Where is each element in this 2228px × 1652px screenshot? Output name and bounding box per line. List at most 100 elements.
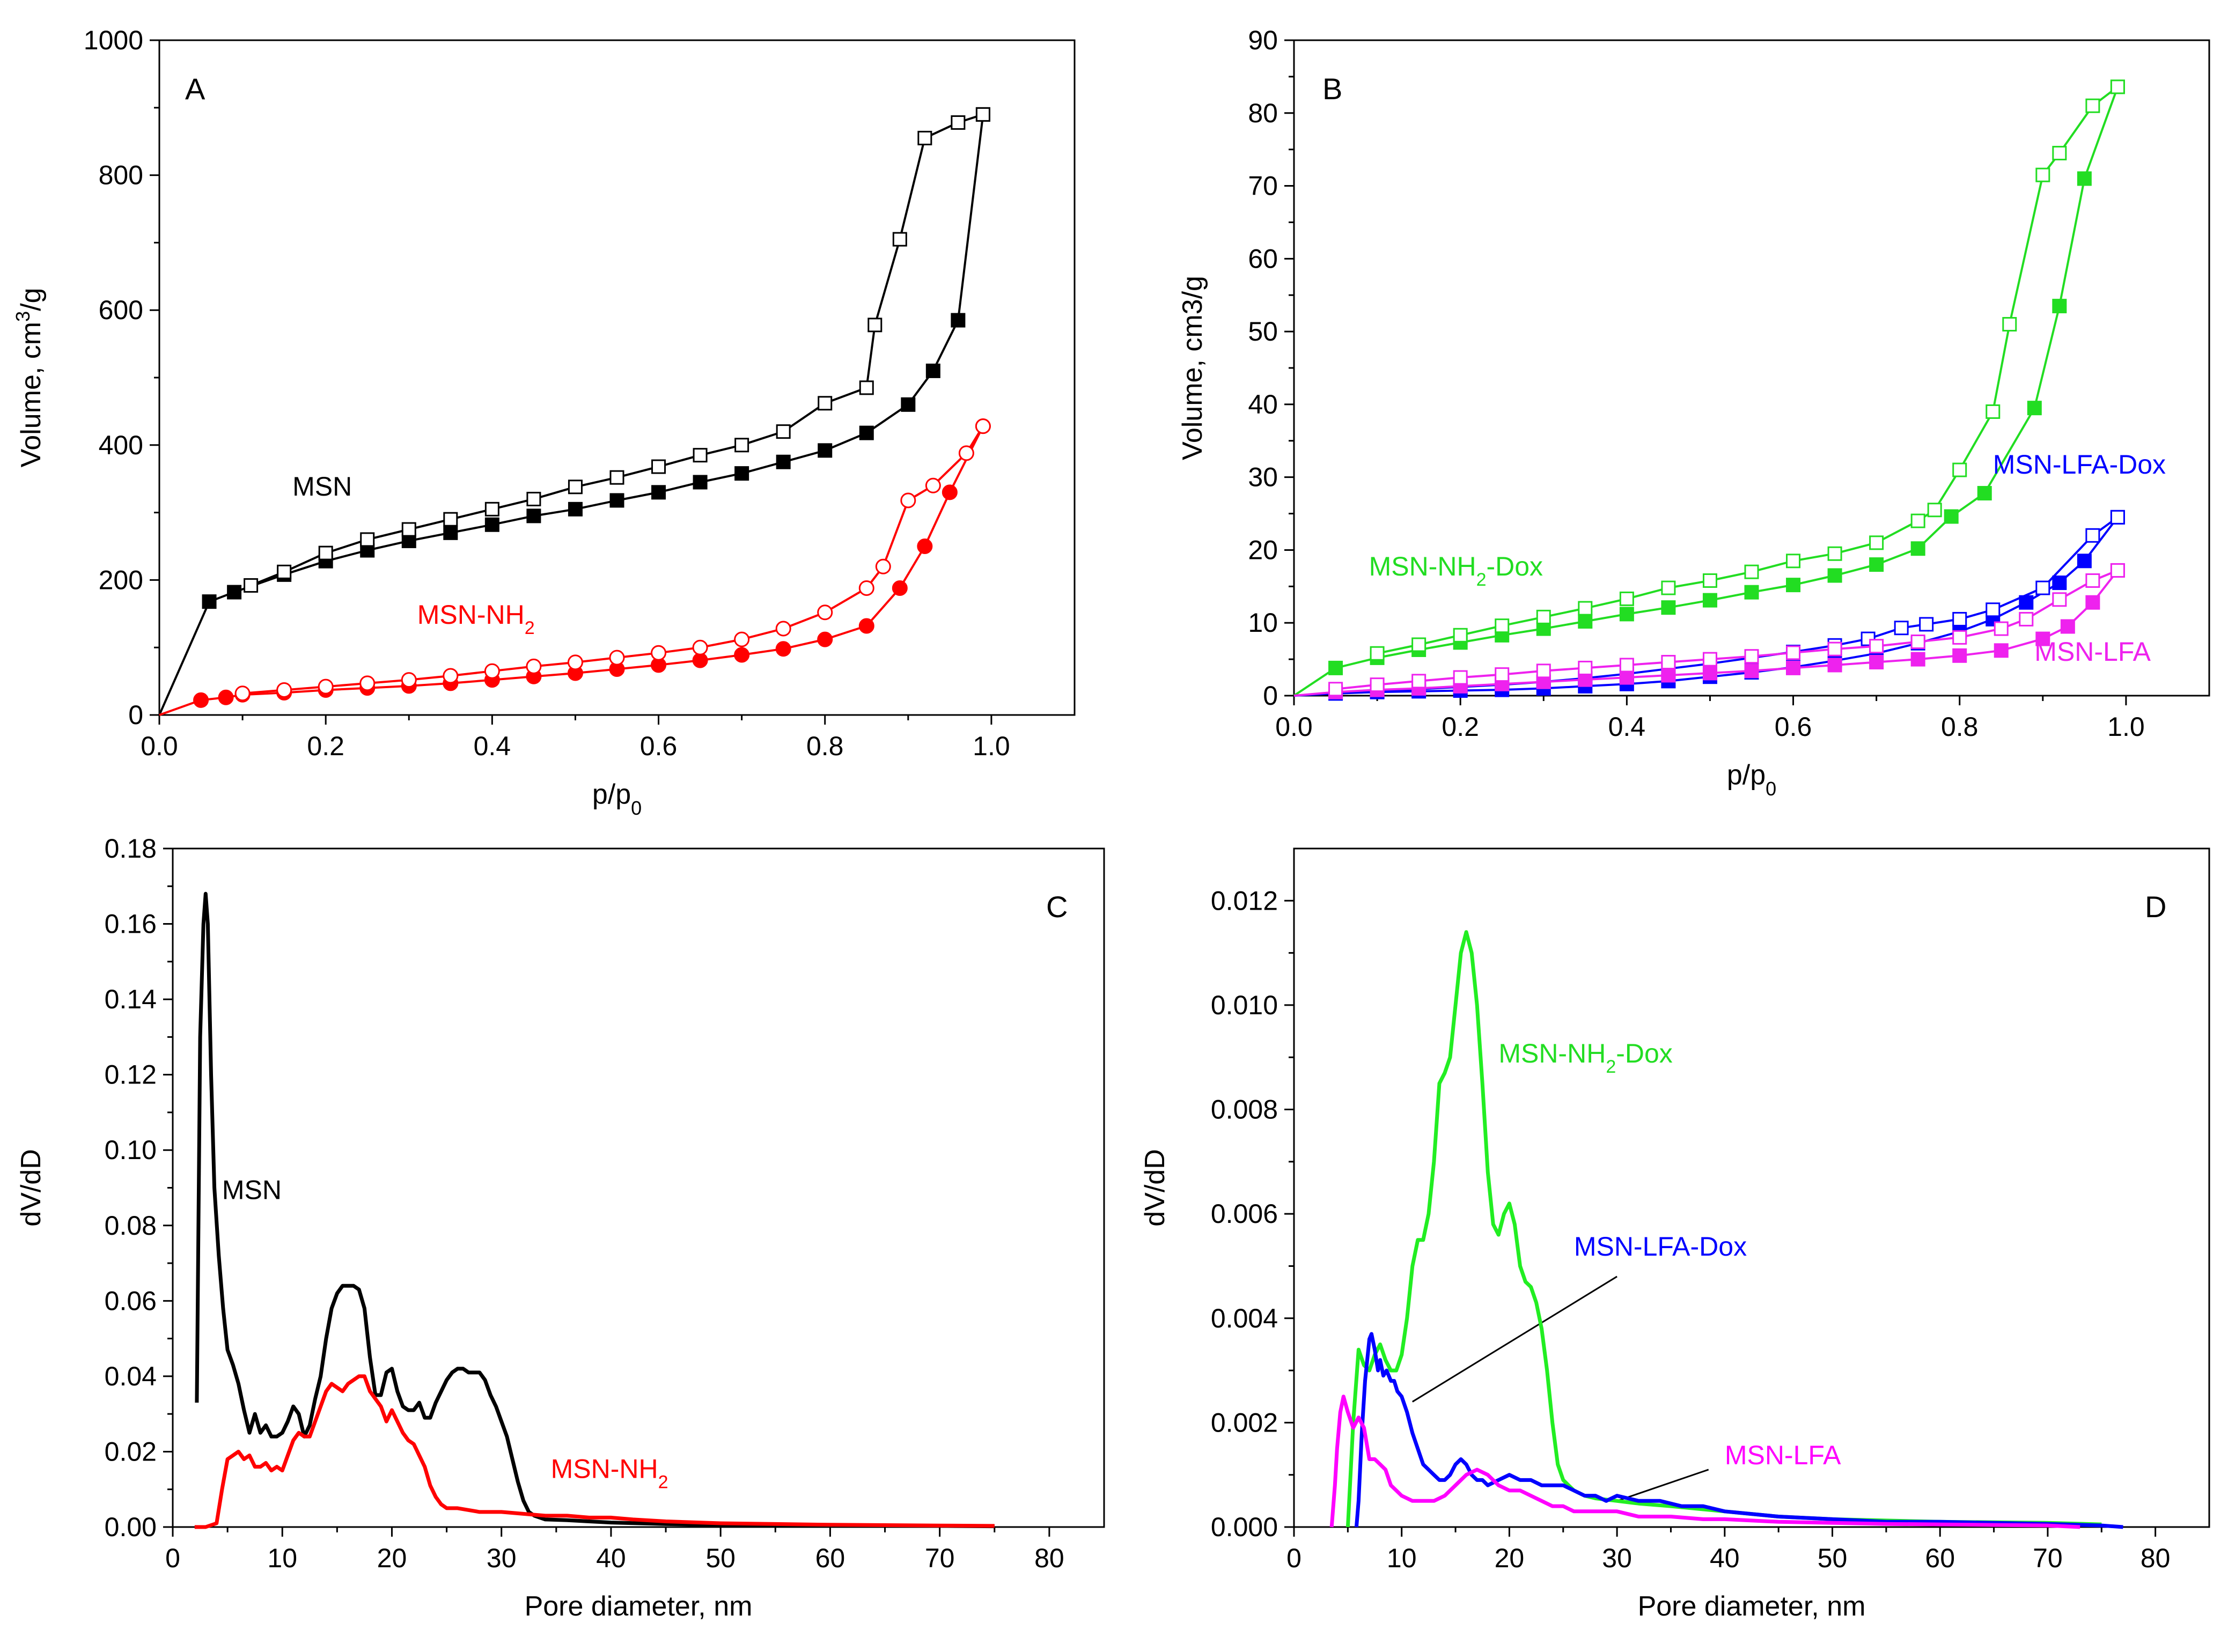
x-axis-label: p/p0 — [1727, 759, 1776, 800]
data-point — [2052, 299, 2067, 314]
y-tick-label: 90 — [1248, 25, 1278, 55]
x-tick-label: 60 — [1925, 1543, 1955, 1573]
data-point — [2110, 563, 2125, 578]
data-point — [1370, 677, 1385, 692]
data-point — [1536, 609, 1551, 624]
series-msn-lfa-dox-desorption — [1328, 510, 2125, 700]
x-tick-label: 0.6 — [1775, 712, 1812, 742]
x-tick-label: 0.0 — [1275, 712, 1313, 742]
x-axis-label: Pore diameter, nm — [1638, 1591, 1866, 1622]
data-point — [359, 675, 376, 691]
data-point — [1786, 660, 1801, 675]
data-point — [858, 580, 874, 596]
data-point — [1661, 655, 1676, 670]
y-tick-label: 0 — [1263, 681, 1278, 711]
x-tick-label: 10 — [1387, 1543, 1417, 1573]
data-point — [401, 672, 417, 688]
y-tick-label: 0.18 — [105, 834, 157, 864]
data-point — [817, 631, 833, 647]
data-point — [875, 558, 891, 574]
panel-label: A — [185, 72, 205, 106]
x-tick-label: 70 — [925, 1543, 955, 1573]
data-point — [568, 502, 583, 517]
data-point — [2035, 580, 2050, 595]
x-tick-label: 0.8 — [806, 731, 844, 761]
data-point — [2085, 98, 2100, 113]
data-point — [1578, 614, 1593, 629]
data-point — [925, 477, 941, 493]
data-point — [776, 454, 791, 469]
data-point — [218, 689, 234, 705]
series-msn-lfa — [1329, 1395, 2080, 1529]
panel-a: 0.0 0.2 0.4 0.6 0.8 1.0 0 200 400 600 800 1000 p/p0 V… — [12, 25, 1076, 819]
data-point — [1328, 660, 1343, 675]
data-point — [443, 512, 458, 527]
panel-label: B — [1322, 72, 1342, 106]
y-tick-label: 0.16 — [105, 909, 157, 939]
data-point — [1411, 637, 1426, 652]
data-point — [277, 564, 292, 579]
x-tick-label: 30 — [487, 1543, 517, 1573]
y-tick-label: 0.10 — [105, 1135, 157, 1165]
y-tick-label: 80 — [1248, 98, 1278, 128]
x-tick-label: 30 — [1602, 1543, 1632, 1573]
data-point — [817, 604, 833, 621]
y-tick-label: 0.02 — [105, 1436, 157, 1466]
y-tick-label: 0.06 — [105, 1286, 157, 1316]
data-point — [651, 485, 666, 500]
data-point — [1977, 486, 1992, 501]
data-point — [1744, 564, 1759, 579]
data-point — [484, 663, 500, 679]
series-annotation: MSN-LFA — [2034, 637, 2151, 667]
x-tick-label: 80 — [2141, 1543, 2171, 1573]
data-point — [692, 652, 708, 668]
data-point — [568, 480, 583, 495]
data-point — [1869, 557, 1884, 572]
series-msn-lfa-adsorption — [1293, 563, 2125, 699]
data-point — [318, 678, 334, 695]
y-tick-label: 0.010 — [1211, 990, 1278, 1020]
data-point — [734, 438, 749, 453]
data-point — [1827, 658, 1842, 673]
data-point — [2052, 592, 2067, 607]
annotation-pointer — [1411, 1275, 1617, 1403]
data-point — [925, 363, 940, 378]
data-point — [734, 647, 750, 663]
data-point — [818, 396, 833, 411]
data-point — [951, 115, 966, 130]
data-point — [858, 618, 874, 634]
y-tick-label: 0.14 — [105, 984, 157, 1014]
data-point — [1744, 663, 1759, 678]
series-line — [1354, 1332, 2123, 1529]
data-point — [1744, 649, 1759, 664]
data-point — [1952, 611, 1967, 626]
y-tick-label: 600 — [99, 295, 143, 325]
series-line — [1377, 86, 2119, 655]
series-annotation: MSN-NH2-Dox — [1498, 1038, 1672, 1077]
x-axis-label: Pore diameter, nm — [525, 1591, 753, 1622]
data-point — [892, 232, 907, 247]
data-point — [1927, 503, 1942, 518]
plot-frame — [1293, 847, 2210, 1528]
annotation-pointer — [1616, 1469, 1709, 1502]
data-point — [1986, 602, 2001, 617]
data-point — [1619, 607, 1634, 622]
data-point — [917, 130, 932, 145]
data-point — [651, 459, 666, 474]
data-point — [1910, 635, 1925, 650]
series-line — [1329, 1395, 2080, 1529]
series-line — [158, 114, 984, 716]
data-point — [2085, 528, 2100, 543]
data-point — [2110, 79, 2125, 94]
y-tick-label: 0.00 — [105, 1512, 157, 1542]
x-tick-label: 10 — [267, 1543, 297, 1573]
series-annotation: MSN-LFA-Dox — [1574, 1231, 1747, 1262]
data-point — [1910, 652, 1925, 667]
data-point — [2052, 145, 2067, 160]
y-tick-label: 400 — [99, 430, 143, 460]
y-tick-label: 50 — [1248, 316, 1278, 346]
data-point — [651, 645, 667, 661]
data-point — [1919, 617, 1934, 632]
data-point — [1786, 645, 1801, 660]
data-point — [958, 445, 974, 461]
